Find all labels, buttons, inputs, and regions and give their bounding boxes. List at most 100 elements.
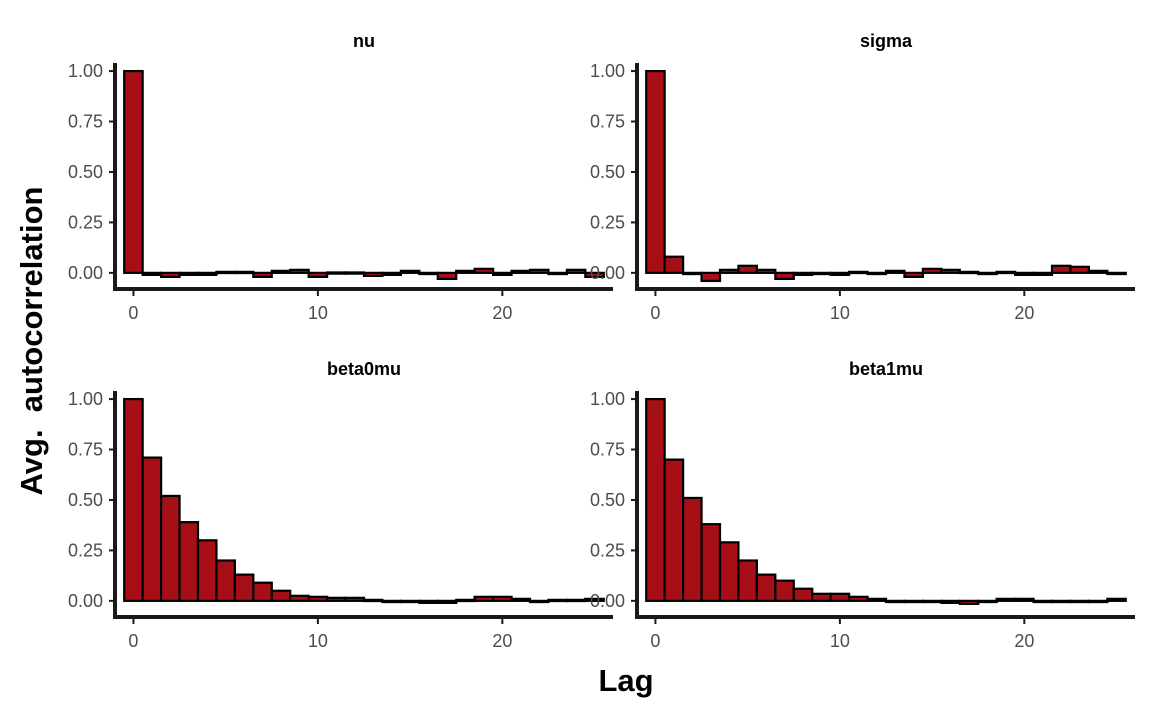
bar-lag-3 [700,271,722,283]
bar-lag-14 [381,599,402,604]
x-tick-label: 20 [492,631,512,651]
x-tick-label: 0 [650,303,660,323]
x-axis-title: Lag [598,663,653,698]
bar-lag-4 [718,541,740,602]
bar-lag-22 [1050,599,1072,604]
bar-lag-5 [737,559,758,602]
bar-lag-8 [792,587,814,602]
panel-title: sigma [860,31,913,51]
x-tick-label: 0 [128,303,138,323]
bar-lag-20 [492,271,513,276]
bar-lag-17 [958,270,980,275]
bar-lag-3 [178,271,200,276]
bar-lag-0 [645,69,666,274]
y-tick-label: 0.75 [68,440,103,460]
bar-lag-11 [848,595,869,602]
bar-lag-7 [774,271,795,281]
bar-lag-7 [774,579,795,602]
bar-lag-12 [344,271,366,275]
bar-lag-9 [811,592,832,602]
y-axis-title: Avg. autocorrelation [14,187,49,496]
x-tick-label: 10 [830,631,850,651]
bar-lag-2 [682,271,703,276]
y-tick-label: 0.00 [590,591,625,611]
bar-lag-1 [141,271,163,276]
bar-lag-19 [995,270,1017,275]
bar-lag-15 [921,599,943,604]
bar-lag-14 [903,271,924,278]
y-tick-label: 1.00 [590,389,625,409]
x-tick-label: 20 [492,303,512,323]
bar-lag-13 [362,271,384,277]
bar-lag-15 [399,599,421,604]
bar-lag-16 [418,271,439,276]
y-tick-label: 0.25 [590,540,625,560]
bar-lag-17 [958,599,980,605]
bar-lag-2 [160,271,181,278]
bar-lag-22 [528,268,550,274]
bar-lag-9 [289,268,310,274]
bar-lag-5 [737,264,758,274]
bar-lag-21 [1032,271,1054,276]
y-tick-label: 0.50 [68,490,103,510]
bar-lag-24 [1087,269,1109,274]
y-tick-label: 0.75 [68,112,103,132]
bar-lag-14 [903,599,924,604]
bar-lag-4 [196,271,218,276]
x-tick-label: 10 [308,303,328,323]
bar-lag-16 [940,599,961,604]
bar-lag-12 [866,597,888,602]
bar-lag-11 [326,596,347,602]
bar-lag-14 [381,271,402,276]
bar-lag-11 [326,271,347,275]
bar-lag-23 [547,271,568,276]
bar-lag-13 [362,598,384,603]
bar-lag-7 [252,581,273,602]
y-tick-label: 0.00 [68,263,103,283]
bar-lag-23 [1069,265,1090,274]
bar-lag-18 [977,599,998,604]
bar-lag-9 [811,271,832,276]
bar-lag-15 [399,269,421,274]
bar-lag-24 [565,268,587,274]
x-tick-label: 20 [1014,303,1034,323]
bar-lag-2 [160,494,181,602]
bar-lag-21 [1032,599,1054,604]
y-tick-label: 0.50 [68,162,103,182]
bar-lag-1 [663,458,685,602]
bar-lag-25 [1106,271,1127,276]
bar-lag-20 [1014,597,1035,602]
bar-lag-12 [344,596,366,602]
bar-lag-19 [473,595,495,602]
bar-lag-3 [178,521,200,602]
panel-title: beta0mu [327,359,401,379]
panel-title: beta1mu [849,359,923,379]
bar-lag-13 [884,269,906,274]
bar-lag-23 [547,598,568,603]
bar-lag-0 [123,69,144,274]
bar-lag-5 [215,270,236,275]
y-tick-label: 1.00 [68,61,103,81]
y-tick-label: 0.75 [590,112,625,132]
bar-lag-18 [977,271,998,276]
bar-lag-11 [848,270,869,275]
bar-lag-19 [473,267,495,274]
bar-lag-1 [663,255,685,274]
bar-lag-25 [1106,597,1127,602]
bar-lag-2 [682,496,703,602]
bar-lag-8 [270,589,292,602]
bar-lag-24 [565,598,587,603]
bar-lag-18 [455,598,476,603]
y-tick-label: 0.25 [68,212,103,232]
bar-lag-16 [940,268,961,274]
y-tick-label: 0.75 [590,440,625,460]
y-tick-label: 1.00 [68,389,103,409]
bar-lag-10 [829,271,851,276]
bar-lag-20 [1014,271,1035,276]
y-tick-label: 0.00 [68,591,103,611]
x-tick-label: 10 [830,303,850,323]
y-tick-label: 0.25 [68,540,103,560]
bar-lag-19 [995,597,1017,602]
y-tick-label: 0.50 [590,162,625,182]
